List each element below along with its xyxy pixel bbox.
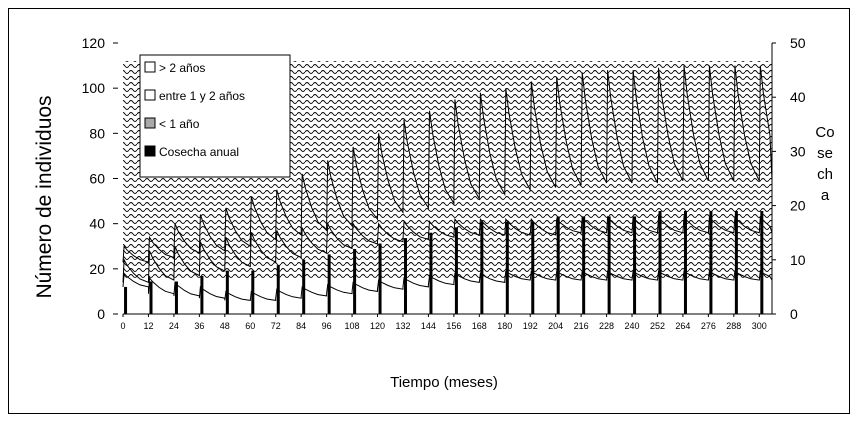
y-tick-label: 60 xyxy=(89,171,105,187)
x-axis-label: Tiempo (meses) xyxy=(390,374,498,391)
x-tick-label: 276 xyxy=(701,321,716,331)
x-tick-label: 228 xyxy=(599,321,614,331)
x-tick-label: 24 xyxy=(169,321,179,331)
x-tick-label: 72 xyxy=(271,321,281,331)
harvest-bar xyxy=(760,211,764,314)
harvest-bar xyxy=(276,265,280,314)
legend: > 2 años entre 1 y 2 años < 1 año Cosecha a… xyxy=(139,54,291,178)
x-tick-label: 168 xyxy=(472,321,487,331)
x-tick-label: 48 xyxy=(220,321,230,331)
harvest-bar xyxy=(302,259,306,314)
x-tick-label: 36 xyxy=(194,321,204,331)
y2-axis-label-line: ch xyxy=(817,166,833,183)
harvest-bar xyxy=(582,216,586,314)
harvest-bar xyxy=(658,211,662,314)
x-tick-label: 252 xyxy=(650,321,665,331)
y2-axis-label-line: Co xyxy=(815,124,834,141)
harvest-bar xyxy=(505,221,509,314)
harvest-bar xyxy=(709,211,713,314)
x-tick-label: 192 xyxy=(523,321,538,331)
legend-swatch xyxy=(144,117,156,129)
harvest-bar xyxy=(531,221,535,314)
harvest-bar xyxy=(454,227,458,314)
x-tick-label: 264 xyxy=(675,321,690,331)
legend-swatch xyxy=(144,145,156,157)
x-tick-label: 108 xyxy=(345,321,360,331)
harvest-bar xyxy=(429,232,433,314)
harvest-bar xyxy=(378,243,382,314)
x-tick-label: 60 xyxy=(245,321,255,331)
harvest-bar xyxy=(200,276,204,314)
x-tick-label: 156 xyxy=(446,321,461,331)
series-line-total xyxy=(122,65,773,263)
harvest-bar xyxy=(607,216,611,314)
y2-tick-label: 20 xyxy=(790,198,806,214)
y-axis-label: Número de individuos xyxy=(33,95,56,298)
y-tick-label: 0 xyxy=(97,306,105,322)
x-tick-label: 288 xyxy=(726,321,741,331)
y-tick-label: 100 xyxy=(82,80,106,96)
x-tick-label: 12 xyxy=(143,321,153,331)
x-tick-label: 0 xyxy=(120,321,125,331)
y-tick-label: 40 xyxy=(89,216,105,232)
legend-label: Cosecha anual xyxy=(159,145,239,159)
y2-tick-label: 30 xyxy=(790,143,806,159)
x-tick-label: 132 xyxy=(395,321,410,331)
legend-box xyxy=(139,54,291,178)
series-line-lower xyxy=(122,270,773,301)
y2-tick-label: 50 xyxy=(790,35,806,51)
axes: 0 12 24 36 48 60 72 84 96 108 120 132 144 156 168 180 19… xyxy=(82,35,835,331)
harvest-bar xyxy=(124,286,128,314)
legend-label: > 2 años xyxy=(159,61,205,75)
legend-swatch xyxy=(144,61,156,73)
harvest-bar xyxy=(683,211,687,314)
y2-axis-label-line: a xyxy=(821,187,830,204)
x-tick-label: 180 xyxy=(497,321,512,331)
harvest-bar xyxy=(174,281,178,314)
x-tick-label: 300 xyxy=(752,321,767,331)
series-lines xyxy=(122,65,773,301)
harvest-bar xyxy=(404,238,408,314)
series-line-middle xyxy=(122,215,773,284)
y2-tick-label: 40 xyxy=(790,89,806,105)
legend-label: entre 1 y 2 años xyxy=(159,89,245,103)
y-tick-label: 120 xyxy=(82,35,106,51)
x-tick-label: 84 xyxy=(296,321,306,331)
harvest-bar xyxy=(633,216,637,314)
harvest-bar xyxy=(353,248,357,314)
harvest-bar xyxy=(480,221,484,314)
y-tick-label: 20 xyxy=(89,261,105,277)
y2-tick-label: 10 xyxy=(790,252,806,268)
y2-axis-label-line: se xyxy=(817,145,833,162)
y-tick-label: 80 xyxy=(89,125,105,141)
harvest-bar xyxy=(327,254,331,314)
harvest-bar xyxy=(149,281,153,314)
x-tick-label: 240 xyxy=(625,321,640,331)
y2-tick-label: 0 xyxy=(790,306,798,322)
x-tick-label: 144 xyxy=(421,321,436,331)
legend-label: < 1 año xyxy=(159,117,200,131)
chart-frame: 0 12 24 36 48 60 72 84 96 108 120 132 144 156 168 180 19… xyxy=(8,8,850,414)
x-tick-label: 96 xyxy=(322,321,332,331)
chart-svg: 0 12 24 36 48 60 72 84 96 108 120 132 144 156 168 180 19… xyxy=(33,35,835,391)
x-tick-label: 204 xyxy=(548,321,563,331)
harvest-bar xyxy=(556,216,560,314)
harvest-bar xyxy=(734,211,738,314)
x-tick-label: 120 xyxy=(370,321,385,331)
x-tick-label: 216 xyxy=(574,321,589,331)
legend-swatch xyxy=(144,89,156,101)
